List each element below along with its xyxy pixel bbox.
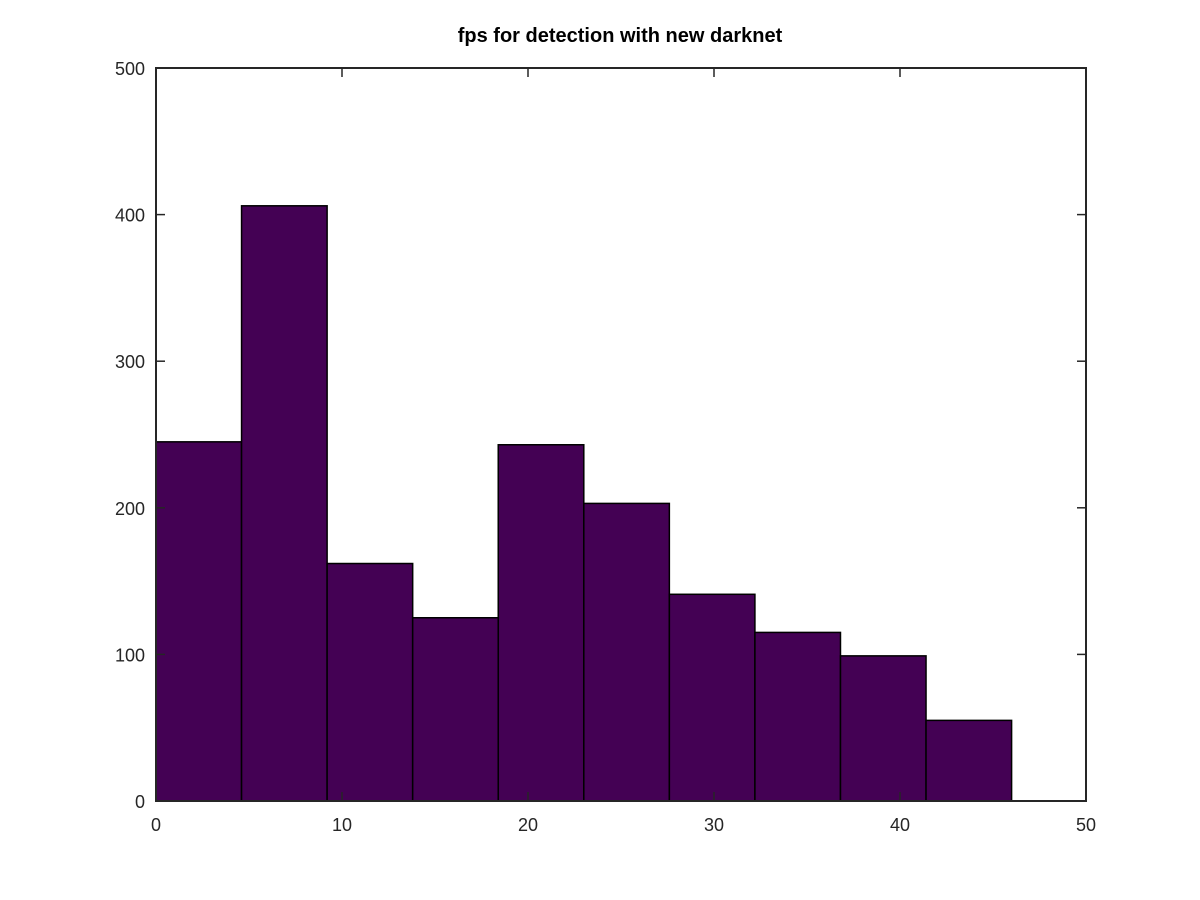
histogram-bar xyxy=(839,655,927,802)
histogram-bar xyxy=(925,719,1013,802)
histogram-bar xyxy=(583,502,671,802)
y-tick-label: 500 xyxy=(115,59,145,79)
chart-title: fps for detection with new darknet xyxy=(458,25,783,47)
x-tick-label: 0 xyxy=(151,815,161,835)
bars-layer xyxy=(155,205,1013,802)
histogram-bar xyxy=(240,205,328,802)
plot-frame xyxy=(155,67,1087,802)
y-tick-label: 0 xyxy=(135,792,145,812)
histogram-bar xyxy=(326,562,414,802)
y-tick-label: 400 xyxy=(115,206,145,226)
x-tick-label: 50 xyxy=(1076,815,1096,835)
histogram-bar xyxy=(668,593,756,802)
histogram-bar xyxy=(754,631,842,802)
y-tick-label: 300 xyxy=(115,352,145,372)
x-tick-label: 30 xyxy=(704,815,724,835)
histogram-bar xyxy=(411,617,499,802)
y-tick-label: 100 xyxy=(115,645,145,665)
histogram-bar xyxy=(497,444,585,802)
x-tick-label: 10 xyxy=(332,815,352,835)
histogram-bar xyxy=(155,441,243,802)
x-tick-label: 40 xyxy=(890,815,910,835)
x-tick-label: 20 xyxy=(518,815,538,835)
y-tick-label: 200 xyxy=(115,499,145,519)
